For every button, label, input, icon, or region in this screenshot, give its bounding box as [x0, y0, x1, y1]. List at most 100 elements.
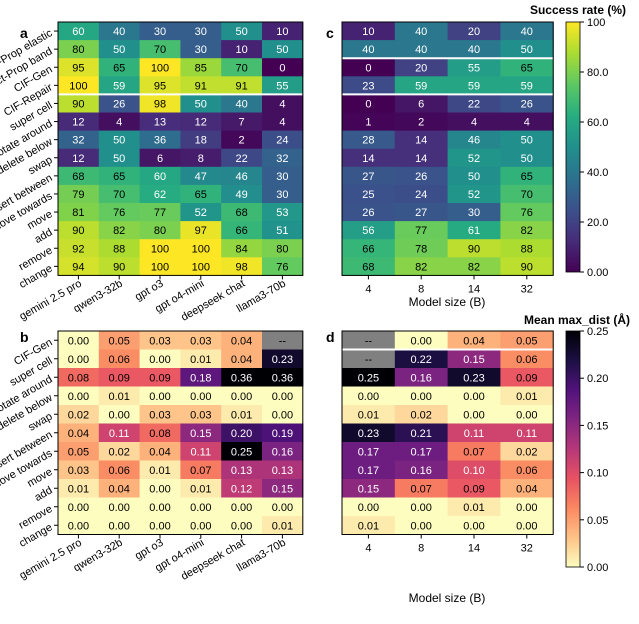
cell-label-b-r1-c4: 0.04 [231, 354, 252, 366]
cell-a-r8-c2 [139, 166, 181, 186]
cell-a-r9-c3 [180, 184, 222, 204]
cell-label-a-r3-c5: 55 [276, 80, 288, 92]
cell-label-a-r11-c4: 66 [235, 225, 247, 237]
cell-label-b-r5-c4: 0.20 [231, 428, 252, 440]
cell-d-r6-c1 [394, 442, 449, 461]
cell-a-r11-c1 [98, 221, 141, 240]
cell-label-d-r7-c1: 0.16 [410, 465, 431, 477]
cell-label-b-r1-c2: 0.00 [149, 354, 170, 366]
cell-d-r9-c1 [394, 497, 449, 517]
cell-a-r10-c2 [139, 203, 181, 222]
cell-c-r12-c1 [394, 239, 449, 258]
cell-d-r0-c1 [394, 331, 449, 350]
cell-label-a-r10-c4: 68 [235, 207, 247, 219]
cell-label-a-r13-c2: 100 [151, 261, 169, 273]
cell-b-r8-c1 [98, 479, 141, 498]
cell-label-d-r5-c2: 0.11 [464, 428, 485, 440]
cell-label-d-r1-c0: -- [365, 354, 373, 366]
cell-label-a-r3-c0: 100 [69, 80, 87, 92]
cell-label-b-r7-c4: 0.13 [231, 465, 252, 477]
cell-a-r5-c4 [221, 112, 263, 132]
cell-a-r11-c5 [262, 221, 304, 240]
cell-label-a-r4-c2: 98 [154, 98, 166, 110]
cell-c-r8-c0 [342, 166, 396, 186]
cell-label-d-r2-c3: 0.09 [516, 372, 537, 384]
cell-label-d-r8-c2: 0.09 [463, 483, 484, 495]
cell-b-r6-c5 [262, 442, 304, 461]
cell-c-r9-c0 [342, 184, 396, 204]
cell-b-r0-c5 [262, 331, 304, 350]
cell-c-r11-c2 [447, 221, 501, 240]
cell-label-b-r7-c0: 0.03 [68, 465, 89, 477]
cell-a-r7-c3 [180, 148, 222, 168]
cell-label-c-r9-c3: 70 [521, 189, 533, 201]
cell-label-d-r10-c2: 0.00 [463, 520, 484, 532]
cell-label-d-r0-c1: 0.00 [410, 335, 431, 347]
cell-c-r0-c0 [342, 22, 396, 41]
cell-label-c-r9-c0: 25 [362, 189, 374, 201]
cell-label-b-r1-c0: 0.00 [68, 354, 89, 366]
cell-label-a-r5-c4: 7 [239, 117, 245, 129]
cell-b-r2-c5 [262, 368, 304, 387]
cell-label-a-r4-c5: 4 [279, 98, 285, 110]
cell-label-c-r0-c1: 40 [415, 26, 427, 38]
cell-label-d-r9-c1: 0.00 [410, 502, 431, 514]
cell-c-r11-c3 [500, 221, 554, 240]
cell-label-a-r6-c1: 50 [113, 135, 125, 147]
cell-c-r7-c2 [447, 148, 501, 168]
cell-label-b-r4-c3: 0.03 [190, 409, 211, 421]
cell-b-r7-c0 [58, 460, 100, 480]
cell-label-d-r2-c2: 0.23 [463, 372, 484, 384]
cell-a-r4-c3 [180, 94, 222, 113]
colorbar-top-label-0: 100 [587, 17, 605, 29]
cell-label-a-r2-c5: 0 [279, 62, 285, 74]
cell-c-r7-c3 [500, 148, 554, 168]
cell-b-r9-c2 [139, 497, 181, 517]
col-label-c-3: 32 [521, 283, 533, 295]
col-label-c-0: 4 [365, 283, 371, 295]
cell-label-c-r3-c1: 59 [415, 80, 427, 92]
cell-b-r4-c3 [180, 405, 222, 424]
cell-label-b-r4-c2: 0.03 [149, 409, 170, 421]
cell-d-r8-c0 [342, 479, 396, 498]
cell-b-r9-c3 [180, 497, 222, 517]
cell-a-r6-c0 [58, 130, 100, 150]
cell-c-r12-c2 [447, 239, 501, 258]
cell-label-b-r9-c4: 0.00 [231, 502, 252, 514]
cell-b-r1-c0 [58, 349, 100, 369]
cell-c-r5-c0 [342, 112, 396, 132]
cell-d-r7-c1 [394, 460, 449, 480]
cell-c-r3-c0 [342, 76, 396, 95]
cell-label-b-r8-c1: 0.04 [108, 483, 129, 495]
cell-label-c-r1-c0: 40 [362, 44, 374, 56]
cell-c-r4-c0 [342, 94, 396, 113]
cell-a-r8-c0 [58, 166, 100, 186]
cell-d-r4-c3 [500, 405, 554, 424]
cell-label-b-r0-c1: 0.05 [108, 335, 129, 347]
colorbar-top-label-3: 40.0 [587, 167, 608, 179]
cell-a-r8-c3 [180, 166, 222, 186]
cell-a-r1-c2 [139, 40, 181, 59]
cell-label-b-r0-c2: 0.03 [149, 335, 170, 347]
cell-label-c-r10-c1: 27 [415, 207, 427, 219]
cell-b-r2-c1 [98, 368, 141, 387]
cell-label-d-r6-c0: 0.17 [358, 446, 379, 458]
cell-label-a-r2-c2: 100 [151, 62, 169, 74]
cell-a-r4-c0 [58, 94, 100, 113]
cell-label-c-r5-c2: 4 [471, 117, 477, 129]
cell-label-b-r4-c0: 0.02 [68, 409, 89, 421]
cell-c-r11-c1 [394, 221, 449, 240]
cell-label-d-r6-c1: 0.17 [410, 446, 431, 458]
cell-b-r6-c0 [58, 442, 100, 461]
cell-d-r6-c3 [500, 442, 554, 461]
cell-b-r10-c4 [221, 516, 263, 535]
cell-c-r0-c1 [394, 22, 449, 41]
cell-label-b-r8-c4: 0.12 [231, 483, 252, 495]
cell-b-r6-c2 [139, 442, 181, 461]
cell-c-r9-c3 [500, 184, 554, 204]
cell-label-d-r2-c1: 0.16 [410, 372, 431, 384]
cell-label-c-r3-c2: 59 [468, 80, 480, 92]
colorbar-bottom-label-3: 0.10 [587, 468, 608, 480]
cell-label-d-r8-c1: 0.07 [410, 483, 431, 495]
cell-c-r6-c2 [447, 130, 501, 150]
